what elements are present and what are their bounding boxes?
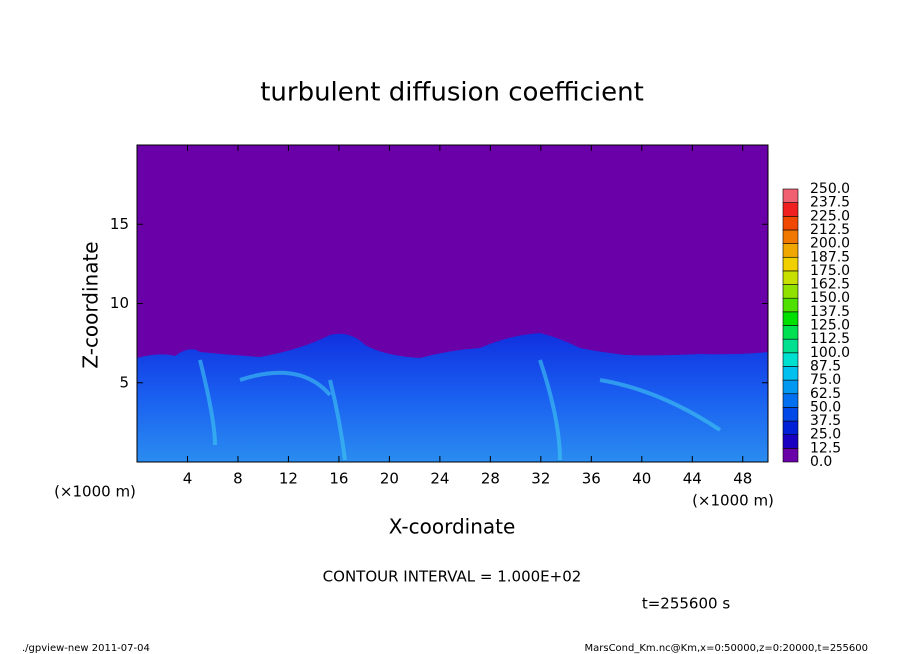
colorbar-label: 200.0 — [810, 236, 850, 252]
colorbar-label: 150.0 — [810, 290, 850, 306]
x-tick-label: 44 — [683, 470, 702, 488]
chart-title: turbulent diffusion coefficient — [260, 78, 644, 108]
colorbar-bin — [782, 216, 799, 231]
colorbar-label: 100.0 — [810, 345, 850, 361]
colorbar-label: 237.5 — [810, 195, 850, 211]
contour-interval: CONTOUR INTERVAL = 1.000E+02 — [323, 568, 582, 586]
colorbar-bin — [782, 202, 799, 217]
colorbar-bin — [782, 284, 799, 299]
time-label: t=255600 s — [642, 595, 730, 613]
y-tick-label: 10 — [110, 294, 129, 312]
colorbar-label: 87.5 — [810, 358, 841, 374]
x-tick-label: 36 — [582, 470, 601, 488]
colorbar-label: 0.0 — [810, 454, 832, 470]
x-tick-label: 40 — [632, 470, 651, 488]
x-axis-label: X-coordinate — [389, 515, 516, 539]
colorbar-label: 162.5 — [810, 277, 850, 293]
colorbar-bin — [782, 407, 799, 422]
colorbar-bin — [782, 352, 799, 367]
y-axis-label: Z-coordinate — [79, 241, 103, 368]
x-tick-label: 24 — [430, 470, 449, 488]
colorbar-label: 25.0 — [810, 427, 841, 443]
field — [137, 145, 768, 462]
colorbar-label: 225.0 — [810, 208, 850, 224]
colorbar-bin — [782, 338, 799, 354]
colorbar-bin — [782, 229, 799, 244]
footer-left: ./gpview-new 2011-07-04 — [22, 643, 150, 654]
colorbar-label: 12.5 — [810, 440, 841, 456]
colorbar-bin — [782, 270, 799, 285]
colorbar-label: 37.5 — [810, 413, 841, 429]
colorbar-bin — [782, 366, 799, 381]
y-tick-label: 5 — [119, 373, 129, 391]
colorbar-label: 62.5 — [810, 386, 841, 402]
colorbar-label: 75.0 — [810, 372, 841, 388]
x-tick-label: 32 — [531, 470, 550, 488]
colorbar-label: 112.5 — [810, 331, 850, 347]
colorbar-bin — [782, 311, 799, 326]
colorbar-bin — [782, 393, 799, 408]
x-tick-label: 4 — [183, 470, 193, 488]
x-unit-left: (×1000 m) — [54, 483, 136, 501]
x-tick-label: 16 — [329, 470, 348, 488]
turbulent-region — [137, 333, 768, 462]
colorbar-bin — [782, 420, 799, 435]
footer-right: MarsCond_Km.nc@Km,x=0:50000,z=0:20000,t=… — [585, 643, 869, 654]
colorbar-label: 50.0 — [810, 399, 841, 415]
colorbar-label: 175.0 — [810, 263, 850, 279]
colorbar-bin — [782, 379, 799, 395]
x-tick-label: 28 — [481, 470, 500, 488]
y-tick-label: 15 — [110, 215, 129, 233]
colorbar-bin — [782, 243, 799, 258]
x-tick-label: 8 — [233, 470, 243, 488]
x-tick-label: 48 — [733, 470, 752, 488]
colorbar-label: 212.5 — [810, 222, 850, 238]
colorbar-label: 125.0 — [810, 318, 850, 334]
flow-streak — [198, 359, 722, 461]
colorbar-bin — [782, 188, 799, 203]
x-unit-right: (×1000 m) — [692, 492, 774, 510]
colorbar-label: 137.5 — [810, 304, 850, 320]
colorbar-label: 187.5 — [810, 249, 850, 265]
x-tick-label: 20 — [380, 470, 399, 488]
colorbar-bin — [782, 448, 799, 463]
colorbar-bin — [782, 297, 799, 313]
colorbar-bin — [782, 434, 799, 449]
colorbar-bin — [782, 256, 799, 272]
x-tick-label: 12 — [279, 470, 298, 488]
colorbar-label: 250.0 — [810, 181, 850, 197]
colorbar-bin — [782, 325, 799, 340]
